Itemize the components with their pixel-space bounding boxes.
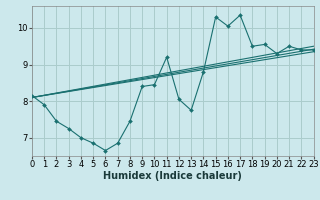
X-axis label: Humidex (Indice chaleur): Humidex (Indice chaleur) xyxy=(103,171,242,181)
